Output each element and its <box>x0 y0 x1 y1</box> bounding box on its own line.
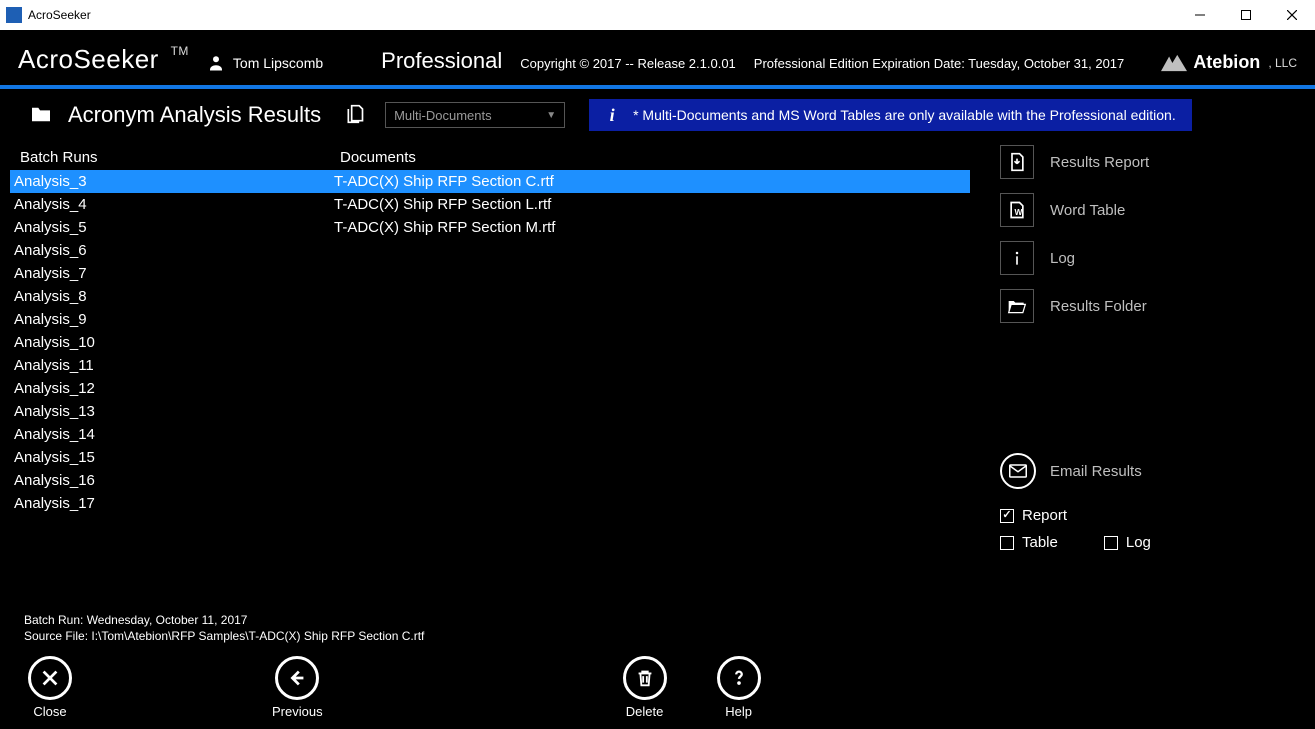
folder-icon <box>30 105 52 126</box>
app-header: AcroSeeker TM Tom Lipscomb Professional … <box>0 30 1315 89</box>
email-icon <box>1000 453 1036 489</box>
info-text: * Multi-Documents and MS Word Tables are… <box>633 107 1176 123</box>
documents-icon <box>337 104 365 127</box>
batch-run-item[interactable]: Analysis_14 <box>10 423 330 446</box>
info-icon: i <box>605 105 619 126</box>
document-item[interactable]: T-ADC(X) Ship RFP Section M.rtf <box>330 216 970 239</box>
batch-run-date: Batch Run: Wednesday, October 11, 2017 <box>24 612 1291 628</box>
trash-icon <box>623 656 667 700</box>
brand-name: Atebion <box>1193 52 1260 73</box>
log-label: Log <box>1050 250 1075 267</box>
word-icon: W <box>1000 193 1034 227</box>
email-block: Email Results Report Table Lo <box>1000 453 1305 551</box>
trademark: TM <box>171 44 189 58</box>
email-report-checkbox[interactable]: Report <box>1000 507 1067 524</box>
batch-run-item[interactable]: Analysis_16 <box>10 469 330 492</box>
close-icon <box>28 656 72 700</box>
email-log-checkbox[interactable]: Log <box>1104 534 1151 551</box>
toolbar: Acronym Analysis Results Multi-Documents… <box>0 89 1315 135</box>
back-arrow-icon <box>275 656 319 700</box>
help-button[interactable]: Help <box>717 656 761 719</box>
mode-dropdown[interactable]: Multi-Documents ▼ <box>385 102 565 128</box>
expiration-label: Professional Edition Expiration Date: Tu… <box>754 56 1124 75</box>
batch-runs-panel: Batch Runs Analysis_3Analysis_4Analysis_… <box>10 145 330 608</box>
batch-run-item[interactable]: Analysis_17 <box>10 492 330 515</box>
info-banner: i * Multi-Documents and MS Word Tables a… <box>589 99 1192 131</box>
window-close-button[interactable] <box>1269 0 1315 30</box>
batch-run-item[interactable]: Analysis_5 <box>10 216 330 239</box>
brand-suffix: , LLC <box>1268 56 1297 70</box>
document-item[interactable]: T-ADC(X) Ship RFP Section L.rtf <box>330 193 970 216</box>
batch-run-item[interactable]: Analysis_11 <box>10 354 330 377</box>
batch-run-item[interactable]: Analysis_10 <box>10 331 330 354</box>
batch-run-item[interactable]: Analysis_3 <box>10 170 330 193</box>
email-table-label: Table <box>1022 534 1058 551</box>
logo-label: AcroSeeker <box>18 44 159 74</box>
window-minimize-button[interactable] <box>1177 0 1223 30</box>
help-label: Help <box>725 704 752 719</box>
batch-run-item[interactable]: Analysis_6 <box>10 239 330 262</box>
delete-button[interactable]: Delete <box>623 656 667 719</box>
batch-runs-list[interactable]: Analysis_3Analysis_4Analysis_5Analysis_6… <box>10 170 330 515</box>
open-folder-icon <box>1000 289 1034 323</box>
results-folder-button[interactable]: Results Folder <box>1000 289 1305 323</box>
email-results-label: Email Results <box>1050 463 1142 480</box>
footer: Close Previous Delete Help <box>0 646 1315 729</box>
copyright-label: Copyright © 2017 -- Release 2.1.0.01 <box>520 56 736 75</box>
main-panel: Batch Runs Analysis_3Analysis_4Analysis_… <box>0 135 1315 608</box>
batch-run-item[interactable]: Analysis_13 <box>10 400 330 423</box>
edition-label: Professional <box>381 48 502 75</box>
chevron-down-icon: ▼ <box>546 110 556 121</box>
page-title: Acronym Analysis Results <box>68 102 321 128</box>
svg-text:W: W <box>1015 207 1023 217</box>
user-name: Tom Lipscomb <box>233 55 323 71</box>
info-square-icon <box>1000 241 1034 275</box>
previous-button[interactable]: Previous <box>272 656 323 719</box>
source-file-path: Source File: I:\Tom\Atebion\RFP Samples\… <box>24 628 1291 644</box>
email-log-label: Log <box>1126 534 1151 551</box>
close-button[interactable]: Close <box>28 656 72 719</box>
batch-run-item[interactable]: Analysis_7 <box>10 262 330 285</box>
batch-run-item[interactable]: Analysis_4 <box>10 193 330 216</box>
documents-list[interactable]: T-ADC(X) Ship RFP Section C.rtfT-ADC(X) … <box>330 170 970 239</box>
results-report-label: Results Report <box>1050 154 1149 171</box>
app-logo-text: AcroSeeker TM <box>18 44 189 75</box>
status-meta: Batch Run: Wednesday, October 11, 2017 S… <box>0 608 1315 646</box>
user-icon <box>207 54 225 72</box>
app-icon <box>6 7 22 23</box>
email-table-checkbox[interactable]: Table <box>1000 534 1058 551</box>
window-maximize-button[interactable] <box>1223 0 1269 30</box>
brand-icon <box>1161 54 1187 72</box>
batch-run-item[interactable]: Analysis_8 <box>10 285 330 308</box>
help-icon <box>717 656 761 700</box>
close-label: Close <box>33 704 66 719</box>
results-folder-label: Results Folder <box>1050 298 1147 315</box>
batch-run-item[interactable]: Analysis_9 <box>10 308 330 331</box>
current-user: Tom Lipscomb <box>207 54 323 75</box>
log-button[interactable]: Log <box>1000 241 1305 275</box>
vendor-brand: Atebion , LLC <box>1161 52 1297 75</box>
batch-run-item[interactable]: Analysis_15 <box>10 446 330 469</box>
delete-label: Delete <box>626 704 664 719</box>
batch-run-item[interactable]: Analysis_12 <box>10 377 330 400</box>
email-report-label: Report <box>1022 507 1067 524</box>
actions-panel: Results Report W Word Table Log Results … <box>970 145 1305 608</box>
report-icon <box>1000 145 1034 179</box>
batch-runs-header: Batch Runs <box>10 145 330 170</box>
dropdown-value: Multi-Documents <box>394 108 492 123</box>
window-title: AcroSeeker <box>28 8 91 22</box>
previous-label: Previous <box>272 704 323 719</box>
document-item[interactable]: T-ADC(X) Ship RFP Section C.rtf <box>330 170 970 193</box>
window-titlebar: AcroSeeker <box>0 0 1315 30</box>
documents-header: Documents <box>330 145 970 170</box>
email-results-button[interactable]: Email Results <box>1000 453 1305 489</box>
word-table-label: Word Table <box>1050 202 1125 219</box>
documents-panel: Documents T-ADC(X) Ship RFP Section C.rt… <box>330 145 970 608</box>
word-table-button[interactable]: W Word Table <box>1000 193 1305 227</box>
results-report-button[interactable]: Results Report <box>1000 145 1305 179</box>
